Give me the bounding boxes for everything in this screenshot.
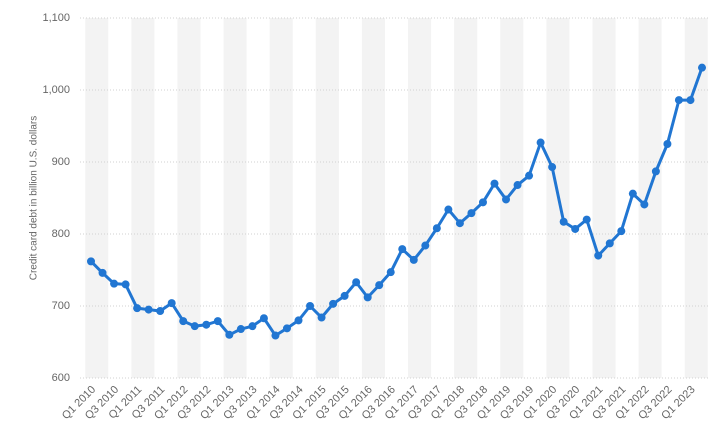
data-point bbox=[144, 305, 153, 314]
band-stripe bbox=[408, 18, 432, 378]
data-point bbox=[444, 205, 453, 214]
data-point bbox=[317, 313, 326, 322]
data-point bbox=[502, 195, 511, 204]
data-point bbox=[167, 299, 176, 308]
y-tick-label: 600 bbox=[52, 372, 70, 384]
y-tick-label: 1,000 bbox=[42, 84, 70, 96]
y-tick-label: 700 bbox=[52, 300, 70, 312]
data-point bbox=[110, 279, 119, 288]
data-point bbox=[594, 251, 603, 260]
data-point bbox=[306, 302, 315, 310]
data-point bbox=[248, 322, 257, 331]
data-point bbox=[271, 331, 280, 340]
y-axis-title: Credit card debt in billion U.S. dollars bbox=[29, 116, 40, 281]
y-tick-label: 900 bbox=[52, 156, 70, 168]
data-point bbox=[398, 245, 407, 254]
band-stripe bbox=[131, 18, 155, 378]
data-point bbox=[478, 198, 487, 207]
data-point bbox=[674, 96, 683, 105]
data-point bbox=[213, 317, 222, 326]
data-point bbox=[605, 239, 614, 248]
data-point bbox=[386, 268, 395, 277]
data-point bbox=[686, 96, 695, 105]
band-stripe bbox=[592, 18, 616, 378]
y-tick-label: 1,100 bbox=[42, 12, 70, 24]
data-point bbox=[698, 63, 706, 72]
data-point bbox=[640, 200, 649, 209]
band-stripe bbox=[500, 18, 524, 378]
data-point bbox=[421, 241, 430, 250]
data-point bbox=[259, 314, 268, 323]
data-point bbox=[87, 257, 95, 266]
data-point bbox=[340, 291, 349, 300]
data-point bbox=[548, 163, 557, 172]
data-point bbox=[363, 293, 372, 302]
band-stripe bbox=[361, 18, 385, 378]
data-point bbox=[409, 255, 418, 264]
band-stripe bbox=[638, 18, 662, 378]
data-point bbox=[98, 268, 107, 277]
data-point bbox=[375, 281, 384, 290]
band-stripe bbox=[177, 18, 201, 378]
band-stripe bbox=[223, 18, 247, 378]
data-point bbox=[190, 322, 199, 331]
data-point bbox=[571, 224, 580, 233]
band-stripe bbox=[315, 18, 339, 378]
data-point bbox=[617, 227, 626, 236]
data-point bbox=[455, 219, 464, 228]
data-point bbox=[352, 278, 361, 287]
data-point bbox=[663, 140, 672, 148]
data-point bbox=[513, 181, 522, 190]
data-point bbox=[329, 299, 338, 308]
y-tick-label: 800 bbox=[52, 228, 70, 240]
data-point bbox=[467, 209, 476, 218]
data-point bbox=[536, 138, 545, 147]
band-stripe bbox=[269, 18, 293, 378]
data-point bbox=[559, 217, 568, 226]
band-stripe bbox=[85, 18, 109, 378]
data-point bbox=[156, 307, 165, 316]
data-point bbox=[121, 280, 130, 289]
band-stripe bbox=[454, 18, 478, 378]
data-point bbox=[294, 316, 303, 325]
data-point bbox=[651, 167, 660, 176]
data-point bbox=[525, 171, 534, 180]
data-point bbox=[582, 215, 591, 224]
data-point bbox=[236, 325, 245, 334]
data-point bbox=[432, 224, 441, 233]
data-point bbox=[628, 189, 637, 198]
data-point bbox=[282, 324, 291, 333]
data-point bbox=[179, 317, 188, 326]
data-point bbox=[490, 179, 499, 188]
data-point bbox=[225, 330, 234, 339]
data-point bbox=[202, 320, 211, 329]
data-point bbox=[133, 304, 142, 313]
band-stripe bbox=[684, 18, 708, 378]
